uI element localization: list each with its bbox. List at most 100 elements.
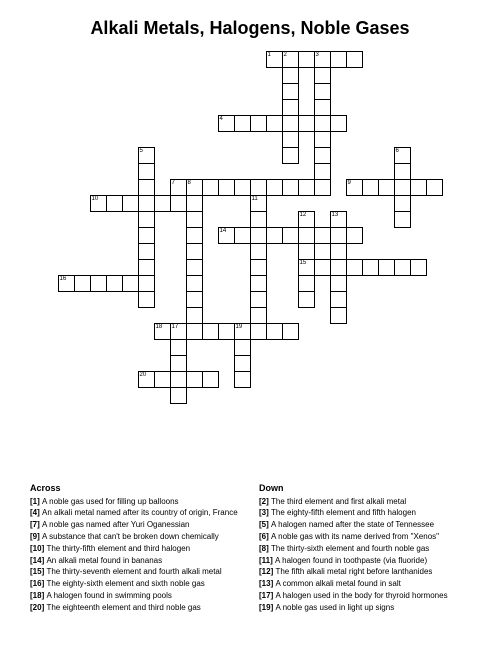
grid-cell[interactable]: [394, 164, 410, 180]
grid-cell[interactable]: 2: [282, 52, 298, 68]
grid-cell[interactable]: [394, 196, 410, 212]
grid-cell[interactable]: [74, 276, 90, 292]
grid-cell[interactable]: [138, 228, 154, 244]
grid-cell[interactable]: [282, 68, 298, 84]
grid-cell[interactable]: [314, 180, 330, 196]
grid-cell[interactable]: [218, 324, 234, 340]
grid-cell[interactable]: [250, 212, 266, 228]
grid-cell[interactable]: [186, 372, 202, 388]
grid-cell[interactable]: [330, 244, 346, 260]
grid-cell[interactable]: [138, 276, 154, 292]
grid-cell[interactable]: 6: [394, 148, 410, 164]
grid-cell[interactable]: [314, 116, 330, 132]
grid-cell[interactable]: [138, 244, 154, 260]
grid-cell[interactable]: [202, 324, 218, 340]
grid-cell[interactable]: [154, 372, 170, 388]
grid-cell[interactable]: [378, 260, 394, 276]
grid-cell[interactable]: [170, 388, 186, 404]
grid-cell[interactable]: [394, 212, 410, 228]
grid-cell[interactable]: 17: [170, 324, 186, 340]
grid-cell[interactable]: [186, 260, 202, 276]
grid-cell[interactable]: [250, 292, 266, 308]
grid-cell[interactable]: 12: [298, 212, 314, 228]
grid-cell[interactable]: 11: [250, 196, 266, 212]
grid-cell[interactable]: [250, 308, 266, 324]
grid-cell[interactable]: [266, 116, 282, 132]
grid-cell[interactable]: [138, 196, 154, 212]
grid-cell[interactable]: [186, 244, 202, 260]
grid-cell[interactable]: [234, 116, 250, 132]
grid-cell[interactable]: [298, 244, 314, 260]
grid-cell[interactable]: [282, 84, 298, 100]
grid-cell[interactable]: [346, 260, 362, 276]
grid-cell[interactable]: [186, 292, 202, 308]
grid-cell[interactable]: [186, 228, 202, 244]
grid-cell[interactable]: [314, 148, 330, 164]
grid-cell[interactable]: [234, 372, 250, 388]
grid-cell[interactable]: [314, 100, 330, 116]
grid-cell[interactable]: [170, 372, 186, 388]
grid-cell[interactable]: [202, 372, 218, 388]
grid-cell[interactable]: [218, 180, 234, 196]
grid-cell[interactable]: [250, 244, 266, 260]
grid-cell[interactable]: [330, 276, 346, 292]
grid-cell[interactable]: [298, 292, 314, 308]
grid-cell[interactable]: [330, 228, 346, 244]
grid-cell[interactable]: [106, 276, 122, 292]
grid-cell[interactable]: [90, 276, 106, 292]
grid-cell[interactable]: [122, 276, 138, 292]
grid-cell[interactable]: [314, 68, 330, 84]
grid-cell[interactable]: [170, 196, 186, 212]
grid-cell[interactable]: 13: [330, 212, 346, 228]
grid-cell[interactable]: 20: [138, 372, 154, 388]
grid-cell[interactable]: [170, 340, 186, 356]
grid-cell[interactable]: [234, 356, 250, 372]
grid-cell[interactable]: [234, 228, 250, 244]
grid-cell[interactable]: 18: [154, 324, 170, 340]
grid-cell[interactable]: 5: [138, 148, 154, 164]
grid-cell[interactable]: [330, 52, 346, 68]
grid-cell[interactable]: 4: [218, 116, 234, 132]
grid-cell[interactable]: [266, 228, 282, 244]
grid-cell[interactable]: [330, 116, 346, 132]
grid-cell[interactable]: [426, 180, 442, 196]
grid-cell[interactable]: [314, 228, 330, 244]
grid-cell[interactable]: [234, 180, 250, 196]
grid-cell[interactable]: [186, 324, 202, 340]
grid-cell[interactable]: [282, 116, 298, 132]
grid-cell[interactable]: 10: [90, 196, 106, 212]
grid-cell[interactable]: [314, 132, 330, 148]
grid-cell[interactable]: [250, 180, 266, 196]
grid-cell[interactable]: [282, 148, 298, 164]
grid-cell[interactable]: [362, 260, 378, 276]
grid-cell[interactable]: [234, 340, 250, 356]
grid-cell[interactable]: [250, 116, 266, 132]
grid-cell[interactable]: [266, 180, 282, 196]
grid-cell[interactable]: [282, 180, 298, 196]
grid-cell[interactable]: [106, 196, 122, 212]
grid-cell[interactable]: [154, 196, 170, 212]
grid-cell[interactable]: [250, 324, 266, 340]
grid-cell[interactable]: [170, 356, 186, 372]
grid-cell[interactable]: 15: [298, 260, 314, 276]
grid-cell[interactable]: [138, 260, 154, 276]
grid-cell[interactable]: [330, 292, 346, 308]
grid-cell[interactable]: [346, 52, 362, 68]
grid-cell[interactable]: [138, 180, 154, 196]
grid-cell[interactable]: [314, 260, 330, 276]
grid-cell[interactable]: [378, 180, 394, 196]
grid-cell[interactable]: 8: [186, 180, 202, 196]
grid-cell[interactable]: [282, 324, 298, 340]
grid-cell[interactable]: [298, 116, 314, 132]
grid-cell[interactable]: [186, 212, 202, 228]
grid-cell[interactable]: [298, 228, 314, 244]
grid-cell[interactable]: 16: [58, 276, 74, 292]
grid-cell[interactable]: [346, 228, 362, 244]
grid-cell[interactable]: [282, 228, 298, 244]
grid-cell[interactable]: [202, 180, 218, 196]
grid-cell[interactable]: [314, 84, 330, 100]
grid-cell[interactable]: 9: [346, 180, 362, 196]
grid-cell[interactable]: 19: [234, 324, 250, 340]
grid-cell[interactable]: [138, 212, 154, 228]
grid-cell[interactable]: [298, 276, 314, 292]
